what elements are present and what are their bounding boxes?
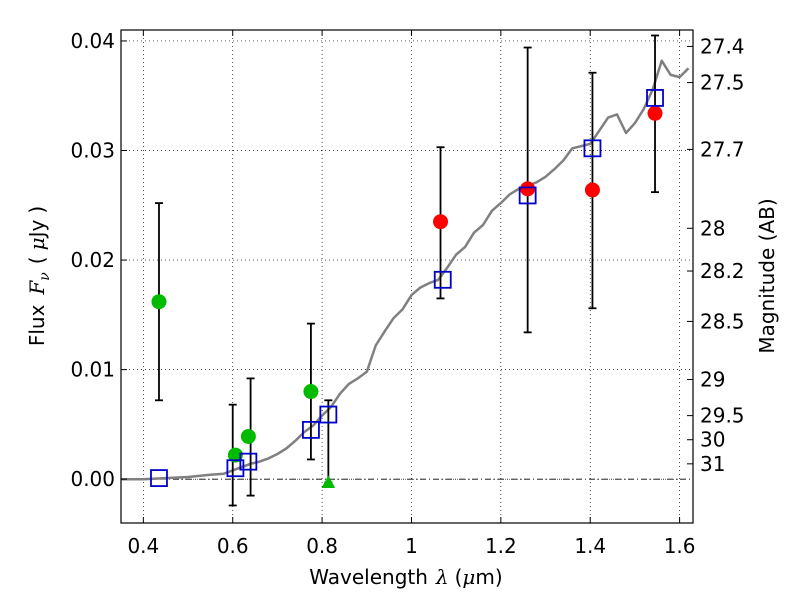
upper-limit-triangle: [321, 475, 336, 488]
model-photometry-square: [226, 459, 245, 478]
x-axis-label: Wavelength λ (μm): [309, 565, 502, 589]
x-tick-label: 1.6: [664, 534, 696, 558]
model-photometry-square: [646, 89, 664, 107]
spectrum-layer: [121, 59, 690, 481]
marker-layer: [150, 89, 664, 488]
model-photometry-square: [319, 405, 338, 424]
x-tick-label: 1.4: [574, 534, 606, 558]
y-tick-label: 0.04: [70, 29, 115, 53]
model-photometry-square: [518, 186, 537, 205]
errorbar-layer: [154, 34, 660, 507]
detection-point: [151, 294, 167, 310]
plot-frame: [120, 29, 694, 524]
detection-point: [227, 447, 243, 463]
grid-layer: [121, 30, 693, 523]
detection-point: [433, 214, 449, 230]
x-tick-label: 0.6: [217, 534, 249, 558]
detection-point: [240, 428, 256, 444]
x-tick-label: 1.2: [485, 534, 517, 558]
model-photometry-square: [302, 420, 320, 439]
tick-layer: 0.4 0.6 0.8 1 1.2 1.4 1.6 0.00 0.01 0.02 0.03 0.04 2…: [70, 29, 744, 558]
y2-axis-label: Magnitude (AB): [755, 198, 779, 353]
y2-tick-label: 30: [700, 428, 725, 452]
y2-tick-label: 27.5: [700, 71, 745, 95]
x-tick-label: 0.8: [306, 534, 338, 558]
detection-point: [303, 384, 319, 400]
y2-tick-label: 27.4: [700, 34, 745, 58]
y2-tick-label: 28: [700, 216, 725, 240]
model-spectrum-line: [121, 59, 690, 481]
y2-tick-label: 31: [700, 452, 725, 476]
y2-tick-label: 28.5: [700, 309, 745, 333]
x-tick-label: 1: [405, 534, 418, 558]
y-tick-label: 0.00: [70, 467, 115, 491]
y2-tick-label: 27.7: [700, 137, 745, 161]
model-photometry-square: [239, 452, 258, 471]
detection-point: [584, 182, 600, 198]
y2-tick-label: 28.2: [700, 259, 745, 283]
y2-tick-label: 29.5: [700, 404, 745, 428]
model-photometry-square: [150, 469, 168, 487]
detection-point: [647, 105, 663, 121]
y2-tick-label: 29: [700, 367, 725, 391]
model-photometry-square: [433, 270, 452, 289]
detection-point: [520, 181, 536, 197]
x-tick-label: 0.4: [127, 534, 159, 558]
model-photometry-square: [583, 139, 602, 158]
y-tick-label: 0.02: [70, 248, 115, 272]
y-axis-label: FluxFν(μJy): [25, 206, 53, 346]
y-tick-label: 0.01: [70, 358, 115, 382]
y-tick-label: 0.03: [70, 139, 115, 163]
